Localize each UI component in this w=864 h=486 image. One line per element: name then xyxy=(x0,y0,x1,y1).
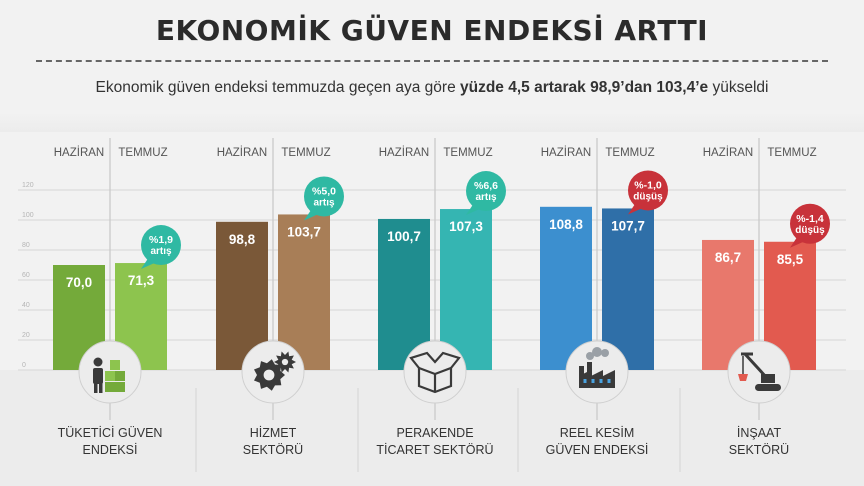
group-name: SEKTÖRÜ xyxy=(243,443,303,457)
crane-icon xyxy=(738,352,781,391)
factory-icon xyxy=(579,347,615,388)
icon-circle xyxy=(403,340,467,404)
change-value: %6,6 xyxy=(474,180,498,192)
change-label: düşüş xyxy=(795,225,825,236)
box-icon xyxy=(409,351,461,394)
bar xyxy=(540,206,592,370)
series-label: TEMMUZ xyxy=(281,147,330,159)
series-label: HAZİRAN xyxy=(541,146,591,159)
icon-circle xyxy=(727,340,791,404)
badge-circle xyxy=(790,203,830,244)
y-tick-label: 80 xyxy=(22,242,30,249)
data-label: 86,7 xyxy=(715,250,741,265)
group-name: ENDEKSİ xyxy=(83,443,138,457)
y-tick-label: 120 xyxy=(22,182,34,189)
group-name: GÜVEN ENDEKSİ xyxy=(546,443,649,457)
y-tick-label: 20 xyxy=(22,332,30,339)
change-value: %-1,0 xyxy=(634,179,662,191)
y-tick-label: 100 xyxy=(22,212,34,219)
change-label: artış xyxy=(150,246,172,257)
y-tick-label: 0 xyxy=(22,362,26,369)
series-label: TEMMUZ xyxy=(605,147,654,159)
group-name: TÜKETİCİ GÜVEN xyxy=(58,426,163,440)
change-value: %-1,4 xyxy=(796,213,824,225)
y-tick-label: 40 xyxy=(22,302,30,309)
group-name: SEKTÖRÜ xyxy=(729,443,789,457)
badge-circle xyxy=(141,225,181,266)
data-label: 100,7 xyxy=(387,229,421,244)
subtitle-highlight: yüzde 4,5 artarak 98,9’dan 103,4’e xyxy=(460,79,709,96)
data-label: 107,3 xyxy=(449,219,483,234)
badge-circle xyxy=(304,176,344,217)
chart-band xyxy=(0,112,864,132)
series-label: TEMMUZ xyxy=(767,147,816,159)
data-label: 107,7 xyxy=(611,218,645,233)
data-label: 85,5 xyxy=(777,252,804,267)
page-title: EKONOMİK GÜVEN ENDEKSİ ARTTI xyxy=(155,14,709,47)
series-label: TEMMUZ xyxy=(118,147,167,159)
subtitle-prefix: Ekonomik güven endeksi temmuzda geçen ay… xyxy=(95,79,460,96)
data-label: 98,8 xyxy=(229,232,256,247)
group-name: REEL KESİM xyxy=(560,426,635,440)
badge-circle xyxy=(628,170,668,211)
change-value: %5,0 xyxy=(312,185,336,197)
consumer-icon xyxy=(93,357,125,393)
series-label: HAZİRAN xyxy=(379,146,429,159)
title-divider xyxy=(36,60,828,62)
group-name: İNŞAAT xyxy=(737,426,782,440)
data-label: 103,7 xyxy=(287,224,321,239)
bar xyxy=(602,208,654,370)
data-label: 108,8 xyxy=(549,217,583,232)
y-tick-label: 60 xyxy=(22,272,30,279)
badge-circle xyxy=(466,171,506,212)
group-name: TİCARET SEKTÖRÜ xyxy=(376,443,493,457)
series-label: TEMMUZ xyxy=(443,147,492,159)
change-label: artış xyxy=(475,192,497,203)
data-label: 71,3 xyxy=(128,273,155,288)
change-label: düşüş xyxy=(633,191,663,202)
gears-icon xyxy=(254,351,296,391)
series-label: HAZİRAN xyxy=(217,146,267,159)
series-label: HAZİRAN xyxy=(703,146,753,159)
data-label: 70,0 xyxy=(66,275,92,290)
bar xyxy=(440,209,492,370)
page-subtitle: Ekonomik güven endeksi temmuzda geçen ay… xyxy=(0,79,864,97)
change-label: artış xyxy=(313,197,335,208)
change-value: %1,9 xyxy=(149,234,173,246)
group-name: PERAKENDE xyxy=(396,426,473,440)
subtitle-suffix: yükseldi xyxy=(708,79,769,96)
series-label: HAZİRAN xyxy=(54,146,104,159)
group-name: HİZMET xyxy=(250,426,297,440)
